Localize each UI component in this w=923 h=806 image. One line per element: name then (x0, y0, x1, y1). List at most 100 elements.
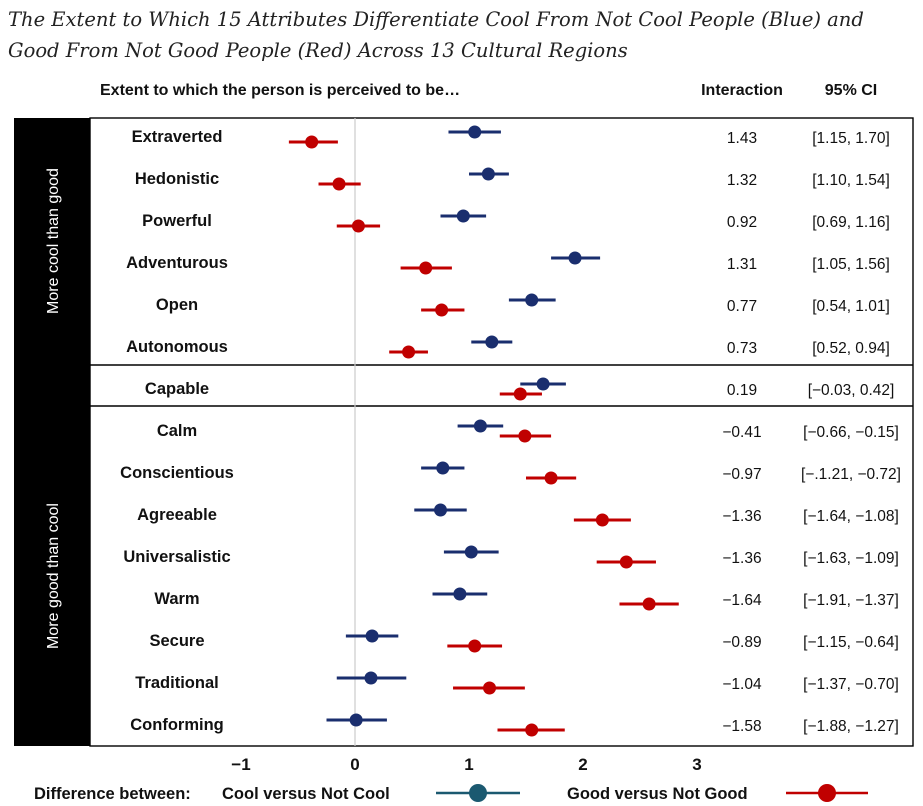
interaction-value: 1.32 (727, 172, 757, 189)
attribute-label: Conforming (130, 716, 223, 734)
group-bar-cool (14, 118, 90, 365)
group-label-cool: More cool than good (45, 168, 62, 314)
interaction-value: 0.19 (727, 382, 757, 399)
interaction-value: −0.97 (722, 466, 761, 483)
interaction-value: −1.58 (722, 718, 761, 735)
good-estimate-point (351, 219, 365, 233)
good-estimate-point (544, 471, 558, 485)
good-estimate-point (642, 597, 656, 611)
group-bar-neutral (14, 365, 90, 406)
interaction-value: −1.64 (722, 592, 762, 609)
ci-value: [−1.64, −1.08] (803, 508, 899, 525)
row-universalistic: Universalistic −1.36 [−1.63, −1.09] (123, 545, 899, 569)
x-tick-label: −1 (231, 755, 250, 774)
good-estimate-point (483, 681, 497, 695)
group-label-good: More good than cool (45, 503, 62, 649)
attribute-label: Extraverted (132, 128, 223, 146)
interaction-value: 0.77 (727, 298, 757, 315)
row-agreeable: Agreeable −1.36 [−1.64, −1.08] (137, 503, 899, 527)
cool-estimate-point (481, 167, 495, 181)
row-secure: Secure −0.89 [−1.15, −0.64] (149, 629, 899, 653)
attribute-label: Open (156, 296, 198, 314)
x-tick-label: 2 (578, 755, 587, 774)
attribute-label: Hedonistic (135, 170, 219, 188)
ci-value: [1.05, 1.56] (812, 256, 890, 273)
ci-value: [0.54, 1.01] (812, 298, 890, 315)
attribute-label: Calm (157, 422, 197, 440)
attribute-label: Universalistic (123, 548, 230, 566)
good-estimate-point (332, 177, 346, 191)
good-estimate-point (595, 513, 609, 527)
ci-value: [−1.15, −0.64] (803, 634, 899, 651)
interaction-value: 0.92 (727, 214, 757, 231)
ci-value: [−1.88, −1.27] (803, 718, 899, 735)
attribute-label: Traditional (135, 674, 218, 692)
interaction-value: 1.31 (727, 256, 757, 273)
cool-estimate-point (485, 335, 499, 349)
cool-estimate-point (364, 671, 378, 685)
good-estimate-point (305, 135, 319, 149)
legend-good-label: Good versus Not Good (567, 785, 748, 803)
cool-estimate-point (568, 251, 582, 265)
group-bar-good (14, 406, 90, 746)
cool-estimate-point (464, 545, 478, 559)
interaction-value: −1.36 (722, 508, 761, 525)
row-capable: Capable 0.19 [−0.03, 0.42] (145, 377, 894, 401)
interaction-value: −0.41 (722, 424, 761, 441)
plot-frame (89, 117, 914, 747)
row-open: Open 0.77 [0.54, 1.01] (156, 293, 890, 317)
row-autonomous: Autonomous 0.73 [0.52, 0.94] (126, 335, 890, 359)
attribute-label: Powerful (142, 212, 212, 230)
interaction-value: −1.04 (722, 676, 762, 693)
legend-cool-label: Cool versus Not Cool (222, 785, 390, 803)
ci-value: [−1.91, −1.37] (803, 592, 899, 609)
row-traditional: Traditional −1.04 [−1.37, −0.70] (135, 671, 899, 695)
interaction-value: 0.73 (727, 340, 757, 357)
chart-title: The Extent to Which 15 Attributes Differ… (8, 8, 864, 62)
good-estimate-point (518, 429, 532, 443)
interaction-value: 1.43 (727, 130, 757, 147)
ci-value: [−1.37, −0.70] (803, 676, 899, 693)
ci-value: [1.15, 1.70] (812, 130, 890, 147)
good-estimate-point (419, 261, 433, 275)
cool-estimate-point (453, 587, 467, 601)
attribute-label: Agreeable (137, 506, 217, 524)
header-extent: Extent to which the person is perceived … (100, 82, 460, 99)
cool-estimate-point (525, 293, 539, 307)
interaction-value: −1.36 (722, 550, 761, 567)
row-calm: Calm −0.41 [−0.66, −0.15] (157, 419, 899, 443)
ci-value: [−.1.21, −0.72] (801, 466, 901, 483)
row-conforming: Conforming −1.58 [−1.88, −1.27] (130, 713, 899, 737)
good-estimate-point (619, 555, 633, 569)
header-ci: 95% CI (825, 82, 877, 99)
row-adventurous: Adventurous 1.31 [1.05, 1.56] (126, 251, 890, 275)
cool-estimate-point (468, 125, 482, 139)
legend-prefix: Difference between: (34, 785, 191, 803)
attribute-label: Secure (149, 632, 204, 650)
good-estimate-point (468, 639, 482, 653)
attribute-label: Conscientious (120, 464, 234, 482)
ci-value: [0.69, 1.16] (812, 214, 890, 231)
x-tick-label: 3 (692, 755, 701, 774)
attribute-label: Adventurous (126, 254, 228, 272)
x-tick-label: 0 (350, 755, 359, 774)
ci-value: [−0.66, −0.15] (803, 424, 899, 441)
good-estimate-point (513, 387, 527, 401)
ci-value: [1.10, 1.54] (812, 172, 890, 189)
legend-cool-dot (469, 784, 487, 802)
header-interaction: Interaction (701, 82, 783, 99)
x-tick-label: 1 (464, 755, 473, 774)
cool-estimate-point (434, 503, 447, 517)
good-estimate-point (402, 345, 416, 359)
good-estimate-point (435, 303, 449, 317)
cool-estimate-point (349, 713, 363, 727)
row-extraverted: Extraverted 1.43 [1.15, 1.70] (132, 125, 890, 149)
cool-estimate-point (473, 419, 487, 433)
row-hedonistic: Hedonistic 1.32 [1.10, 1.54] (135, 167, 890, 191)
ci-value: [−1.63, −1.09] (803, 550, 899, 567)
good-estimate-point (525, 723, 539, 737)
row-powerful: Powerful 0.92 [0.69, 1.16] (142, 209, 890, 233)
ci-value: [0.52, 0.94] (812, 340, 890, 357)
attribute-label: Warm (154, 590, 199, 608)
